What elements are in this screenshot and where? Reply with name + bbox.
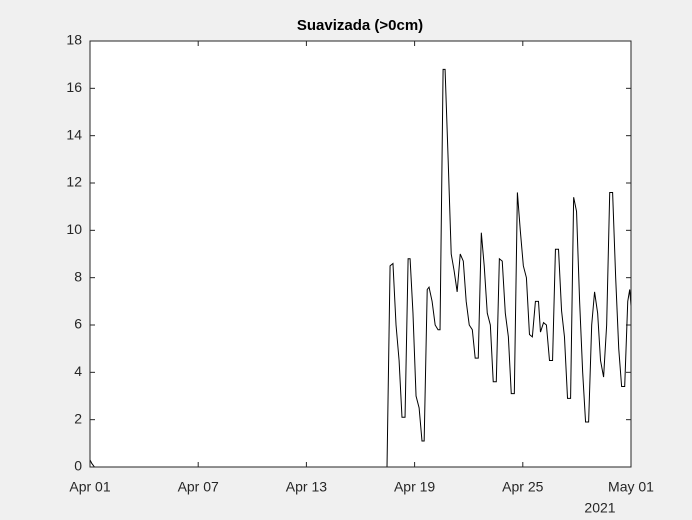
y-tick-label: 8 (74, 268, 82, 284)
y-tick-label: 16 (66, 79, 82, 95)
chart-title: Suavizada (>0cm) (297, 17, 423, 34)
x-tick-label: May 01 (608, 479, 654, 495)
y-tick-label: 0 (74, 458, 82, 474)
x-tick-label: Apr 13 (286, 479, 327, 495)
y-tick-label: 18 (66, 32, 82, 48)
y-tick-label: 2 (74, 410, 82, 426)
plot-area (90, 41, 631, 467)
x-tick-label: Apr 07 (178, 479, 219, 495)
x-tick-label: Apr 25 (502, 479, 543, 495)
y-tick-label: 12 (66, 174, 82, 190)
x-secondary-label: 2021 (584, 500, 615, 516)
x-tick-label: Apr 19 (394, 479, 435, 495)
y-tick-label: 14 (66, 126, 82, 142)
axes-box (89, 40, 632, 468)
y-tick-label: 4 (74, 363, 82, 379)
y-tick-label: 6 (74, 316, 82, 332)
data-line (89, 68, 632, 468)
x-tick-label: Apr 01 (69, 479, 110, 495)
y-tick-label: 10 (66, 221, 82, 237)
